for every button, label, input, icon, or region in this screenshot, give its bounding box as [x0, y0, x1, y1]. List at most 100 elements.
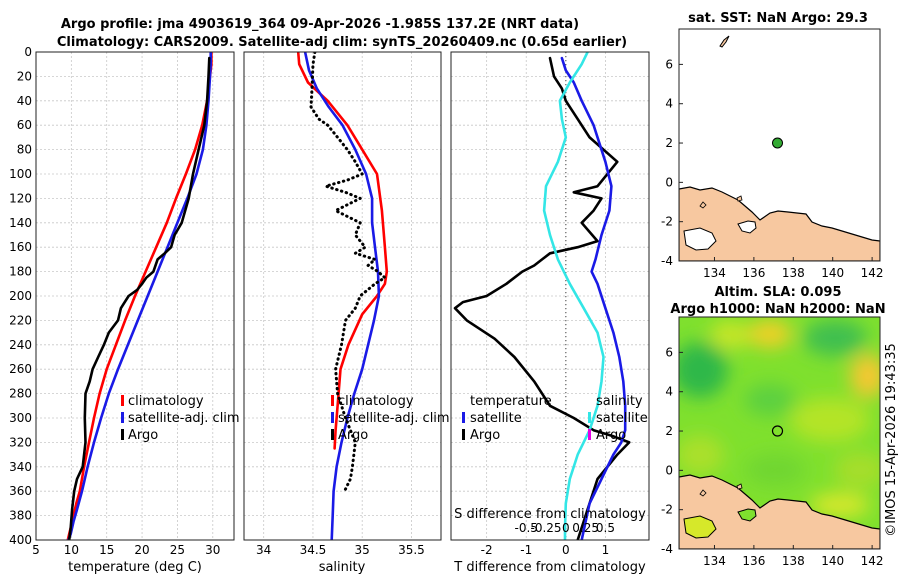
legend-climatology-label: climatology: [338, 394, 414, 409]
difference-t-argo-line: [453, 56, 631, 540]
sla_map-x-tick-label: 134: [703, 554, 726, 568]
figure-title-line2: Climatology: CARS2009. Satellite-adj cli…: [57, 35, 627, 50]
sla_map-y-tick-label: 6: [665, 345, 673, 359]
temperature-x-tick-label: 15: [99, 543, 114, 557]
temperature-panel-frame: [35, 51, 235, 541]
temperature-legend: climatology satellite-adj. clim Argo: [121, 394, 240, 443]
temperature-x-tick-label: 30: [205, 543, 220, 557]
difference-t-satellite-line: [560, 56, 627, 540]
sst_map-x-tick-label: 140: [821, 266, 844, 280]
depth-tick-label: 200: [9, 289, 32, 303]
legend-s-argo-label: Argo: [596, 428, 626, 443]
temperature-x-tick-label: 10: [64, 543, 79, 557]
legend-satellite-label: satellite-adj. clim: [338, 411, 450, 426]
sst-map-bay: [737, 220, 757, 234]
legend-t-satellite-swatch: [462, 412, 465, 423]
t-difference-axis-label: T difference from climatology: [453, 560, 646, 575]
temperature-argo-line: [67, 56, 211, 540]
temperature-x-tick-label: 25: [170, 543, 185, 557]
data-series: [66, 52, 631, 540]
difference-series-group: [453, 52, 631, 540]
legend-climatology-swatch: [121, 395, 124, 406]
sst-map-gulf: [683, 227, 717, 251]
map-axis-ticks: 134 136 138 140 142 -4 -2 0 2 4 6 134 136 138 140 142 -4…: [661, 57, 884, 568]
s-difference-tick-label: 0: [562, 521, 570, 535]
legend-satellite-label: satellite-adj. clim: [128, 411, 240, 426]
legend-temperature-heading: temperature: [470, 394, 552, 409]
salinity-series-group: [296, 52, 389, 540]
difference-x-tick-label: 1: [602, 543, 610, 557]
sla-map-land-new-guinea: [679, 474, 880, 549]
legend-s-satellite-label: satellite: [596, 411, 648, 426]
salinity-panel-frame: [243, 51, 442, 541]
argo-position-marker: [772, 137, 783, 149]
depth-tick-label: 220: [9, 313, 32, 327]
sst-map-land-new-guinea: [679, 186, 880, 261]
depth-tick-label: 180: [9, 265, 32, 279]
legend-t-argo-swatch: [462, 429, 465, 440]
sla_map-x-tick-label: 136: [742, 554, 765, 568]
sst_map-x-tick-label: 136: [742, 266, 765, 280]
legend-satellite-swatch: [331, 412, 334, 423]
figure-title-line1: Argo profile: jma 4903619_364 09-Apr-202…: [61, 17, 579, 32]
temperature-series-group: [66, 52, 213, 540]
sla_map-y-tick-label: -4: [661, 542, 673, 556]
legend-argo-swatch: [331, 429, 334, 440]
sla-map-gulf: [683, 515, 717, 539]
sst-map-island-north: [719, 35, 730, 48]
s-difference-axis-label: S difference from climatology: [454, 507, 646, 522]
legend-t-argo-label: Argo: [470, 428, 500, 443]
legend-t-satellite-label: satellite: [470, 411, 522, 426]
salinity-climatology-line: [296, 52, 389, 450]
sla-map-title-2: Argo h1000: NaN h2000: NaN: [670, 302, 885, 317]
sst_map-x-tick-label: 138: [782, 266, 805, 280]
sst-map: [679, 29, 880, 261]
s-difference-tick-label: -0.5: [515, 521, 538, 535]
salinity-x-tick-label: 35: [355, 543, 370, 557]
legend-argo-label: Argo: [128, 428, 158, 443]
depth-tick-label: 160: [9, 240, 32, 254]
difference-x-tick-label: -1: [520, 543, 532, 557]
depth-tick-label: 120: [9, 191, 32, 205]
sst_map-y-tick-label: 2: [665, 136, 673, 150]
sst_map-y-tick-label: 6: [665, 57, 673, 71]
depth-tick-label: 340: [9, 460, 32, 474]
salinity-argo-line: [309, 52, 387, 493]
sla_map-y-tick-label: 4: [665, 385, 673, 399]
temperature-axis-label: temperature (deg C): [68, 560, 202, 575]
depth-tick-label: 20: [17, 69, 32, 83]
depth-tick-label: 380: [9, 509, 32, 523]
sst_map-y-tick-label: -2: [661, 215, 673, 229]
sst-map-islet: [699, 201, 707, 209]
difference-x-tick-label: 0: [562, 543, 570, 557]
sla-map-islet: [699, 489, 707, 497]
legend-argo-swatch: [121, 429, 124, 440]
sst-map-frame: [678, 28, 881, 262]
s-difference-tick-label: -0.25: [531, 521, 562, 535]
difference-s-satellite-line: [542, 52, 605, 540]
legend-salinity-heading: salinity: [596, 394, 643, 409]
sla_map-x-tick-label: 140: [821, 554, 844, 568]
legend-climatology-swatch: [331, 395, 334, 406]
temperature-x-tick-label: 20: [134, 543, 149, 557]
difference-panel-frame: [450, 51, 650, 541]
temperature-x-tick-label: 5: [32, 543, 40, 557]
sst-map-islet: [736, 195, 743, 202]
sla_map-y-tick-label: 2: [665, 424, 673, 438]
sla_map-y-tick-label: 0: [665, 463, 673, 477]
depth-tick-label: 80: [17, 143, 32, 157]
salinity-x-tick-label: 34.5: [300, 543, 327, 557]
sla-map-islet: [736, 483, 743, 490]
sst_map-y-tick-label: 0: [665, 175, 673, 189]
sst-map-title: sat. SST: NaN Argo: 29.3: [688, 11, 868, 26]
sla_map-x-tick-label: 138: [782, 554, 805, 568]
argo-position-marker: [771, 425, 784, 437]
legend-s-argo-swatch: [588, 429, 591, 440]
depth-tick-label: 400: [9, 533, 32, 547]
depth-tick-label: 140: [9, 216, 32, 230]
legend-s-satellite-swatch: [588, 412, 591, 423]
depth-tick-label: 240: [9, 338, 32, 352]
legend-climatology-label: climatology: [128, 394, 204, 409]
sst_map-y-tick-label: -4: [661, 254, 673, 268]
